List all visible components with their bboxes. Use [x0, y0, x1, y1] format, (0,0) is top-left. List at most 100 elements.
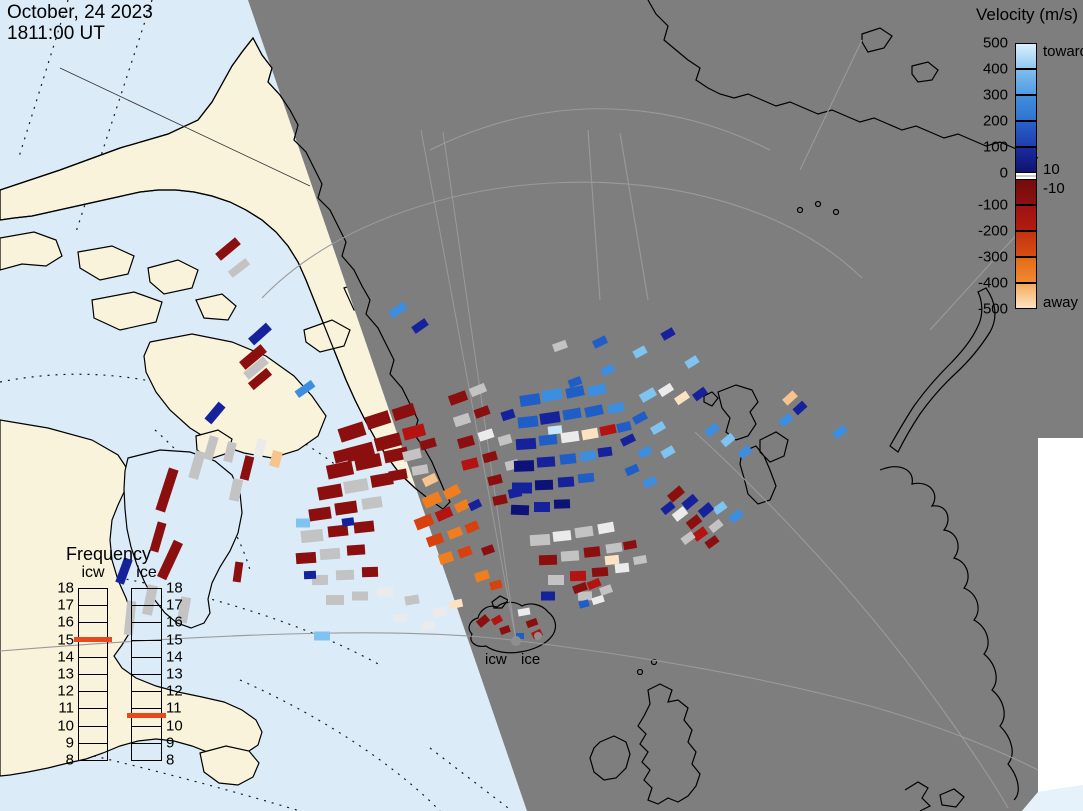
velocity-color-block [1015, 95, 1037, 121]
velocity-cell [464, 520, 480, 534]
toward-label: toward [1043, 43, 1083, 60]
frequency-column-icw: icw [81, 564, 105, 581]
velocity-cell [228, 478, 244, 502]
velocity-cell [519, 393, 541, 407]
shetland-island [636, 668, 644, 676]
velocity-cell [619, 433, 637, 447]
velocity-cell [567, 376, 583, 388]
velocity-cell [622, 539, 638, 551]
velocity-cell [600, 363, 616, 377]
velocity-cell [541, 387, 563, 403]
velocity-cell [560, 550, 580, 562]
velocity-cell [649, 421, 667, 435]
velocity-cell [562, 407, 582, 421]
velocity-cell [123, 600, 137, 636]
velocity-cell [577, 591, 593, 601]
norway-coast [879, 466, 1019, 801]
frequency-tick-right: 15 [166, 631, 183, 649]
frequency-segment [131, 605, 162, 624]
velocity-cell [638, 387, 658, 403]
velocity-cell [708, 518, 724, 534]
velocity-cell [269, 449, 283, 469]
orkney-island [650, 658, 658, 666]
velocity-cell [411, 464, 429, 476]
velocity-cell [712, 500, 728, 516]
velocity-cell [525, 617, 539, 629]
velocity-cell [335, 569, 355, 581]
velocity-cell [538, 434, 558, 446]
frequency-bar-icw [78, 588, 108, 761]
velocity-cell [432, 606, 448, 618]
velocity-tick-label: -200 [977, 222, 1008, 240]
velocity-cell [377, 587, 393, 597]
velocity-cell [480, 544, 496, 556]
velocity-tick-label: -500 [977, 300, 1008, 318]
velocity-cell [512, 482, 532, 494]
velocity-cell [343, 478, 369, 494]
archipelago-island [91, 291, 163, 331]
velocity-cell [303, 570, 317, 580]
velocity-cell [402, 447, 422, 463]
velocity-cell [832, 424, 848, 440]
velocity-tick-label: 100 [982, 138, 1008, 156]
night-region [248, 0, 1083, 811]
velocity-cell [326, 595, 344, 605]
velocity-cell [584, 404, 604, 418]
archipelago-island [195, 293, 237, 321]
corner-day-ocean [1022, 785, 1083, 811]
velocity-tick-label: -400 [977, 274, 1008, 292]
time-text: 1811:00 UT [7, 23, 105, 44]
frequency-tick-left: 14 [57, 648, 74, 666]
velocity-cell [391, 402, 417, 422]
velocity-cell [457, 545, 473, 559]
velocity-cell [597, 521, 615, 535]
velocity-cell [295, 551, 317, 565]
archipelago-island [147, 259, 199, 295]
frequency-segment [78, 742, 108, 761]
velocity-cell [467, 498, 483, 512]
frequency-bar-ice [131, 588, 162, 761]
velocity-cell [577, 472, 595, 484]
velocity-cell [728, 508, 744, 524]
velocity-cell [660, 500, 676, 516]
frequency-tick-left: 17 [57, 596, 74, 614]
velocity-cell [538, 554, 558, 566]
velocity-cell [578, 599, 590, 609]
velocity-cell [541, 591, 555, 601]
map-label-ice: ice [521, 651, 541, 668]
right-margin [1038, 438, 1083, 792]
velocity-legend-title: Velocity (m/s) [975, 5, 1078, 24]
velocity-cell [536, 456, 556, 468]
velocity-cell [534, 502, 550, 512]
franz-josef-island [832, 208, 840, 216]
velocity-color-block [1015, 283, 1037, 309]
denmark-coast [904, 781, 965, 811]
velocity-cell [176, 596, 192, 624]
velocity-cell [599, 423, 617, 437]
velocity-cell [361, 496, 383, 510]
velocity-cell [691, 386, 709, 402]
novaya-zemlya-island [889, 287, 996, 453]
velocity-cell [492, 494, 508, 506]
velocity-cell [425, 532, 445, 548]
velocity-cell [361, 566, 379, 578]
velocity-cell [704, 534, 720, 550]
severnaya-zemlya-island [861, 27, 939, 83]
velocity-cell [517, 607, 531, 617]
velocity-cell [332, 446, 358, 464]
velocity-cell [253, 438, 267, 458]
frequency-segment [131, 742, 162, 761]
velocity-cell [510, 504, 530, 516]
away-label: away [1043, 294, 1079, 311]
velocity-zero-band [1015, 173, 1037, 179]
velocity-color-block [1015, 69, 1037, 95]
velocity-cell [370, 472, 394, 488]
velocity-cell [475, 614, 491, 628]
velocity-cell [671, 506, 689, 522]
velocity-cell [553, 499, 571, 509]
velocity-cell [591, 335, 609, 349]
velocity-cell [421, 621, 435, 631]
velocity-cell [446, 526, 464, 540]
frequency-tick-right: 14 [166, 648, 183, 666]
